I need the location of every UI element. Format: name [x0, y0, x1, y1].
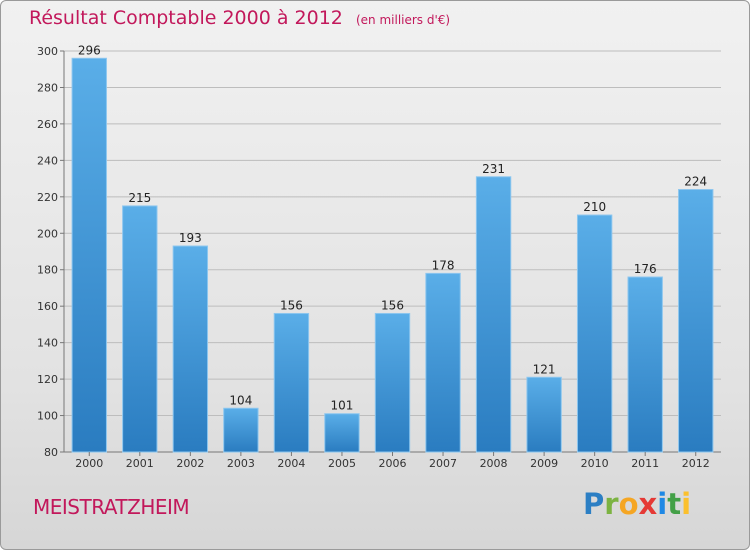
y-tick-label: 220: [37, 191, 58, 204]
x-tick-label: 2000: [75, 457, 103, 470]
bar: [475, 176, 512, 453]
x-tick-label: 2009: [530, 457, 558, 470]
logo-letter: o: [618, 487, 639, 521]
proxiti-logo: Proxiti: [583, 487, 691, 521]
bar: [324, 413, 360, 453]
data-label: 101: [331, 399, 354, 413]
chart-title: Résultat Comptable 2000 à 2012 (en milli…: [29, 7, 450, 29]
logo-letter: x: [638, 487, 658, 521]
data-label: 296: [78, 43, 101, 57]
data-label: 178: [432, 258, 455, 272]
y-tick-label: 120: [37, 373, 58, 386]
bar: [374, 312, 411, 453]
y-tick-label: 80: [44, 446, 58, 459]
data-label: 210: [583, 200, 606, 214]
y-tick-label: 260: [37, 118, 58, 131]
data-label: 215: [128, 191, 151, 205]
bar: [576, 214, 613, 453]
logo-letter: r: [604, 487, 619, 521]
x-tick-label: 2002: [176, 457, 204, 470]
bar: [273, 312, 310, 453]
x-tick-label: 2012: [682, 457, 710, 470]
x-tick-label: 2004: [277, 457, 305, 470]
bar: [223, 407, 259, 453]
data-label: 231: [482, 162, 505, 176]
bar: [526, 376, 562, 453]
logo-letter: t: [667, 487, 682, 521]
x-tick-label: 2005: [328, 457, 356, 470]
x-tick-label: 2003: [227, 457, 255, 470]
y-tick-label: 300: [37, 45, 58, 58]
bar: [71, 57, 107, 453]
y-tick-label: 180: [37, 264, 58, 277]
data-label: 193: [179, 231, 202, 245]
chart-title-text: Résultat Comptable 2000 à 2012: [29, 7, 343, 29]
x-tick-label: 2008: [480, 457, 508, 470]
bar: [122, 205, 158, 453]
y-tick-label: 140: [37, 337, 58, 350]
bar: [678, 189, 714, 453]
data-label: 156: [381, 298, 404, 312]
data-label: 224: [684, 175, 707, 189]
y-tick-label: 200: [37, 227, 58, 240]
data-label: 104: [229, 393, 252, 407]
logo-letter: i: [681, 487, 692, 521]
x-tick-label: 2011: [631, 457, 659, 470]
y-tick-label: 100: [37, 410, 58, 423]
y-tick-label: 240: [37, 154, 58, 167]
bar: [425, 272, 461, 453]
data-label: 156: [280, 298, 303, 312]
bar: [627, 276, 663, 453]
x-tick-label: 2001: [126, 457, 154, 470]
x-tick-label: 2007: [429, 457, 457, 470]
data-label: 176: [634, 262, 657, 276]
chart-unit-text: (en milliers d'€): [355, 13, 451, 27]
x-tick-label: 2010: [581, 457, 609, 470]
x-tick-label: 2006: [379, 457, 407, 470]
bar: [172, 245, 209, 453]
y-tick-label: 160: [37, 300, 58, 313]
data-label: 121: [533, 362, 556, 376]
y-tick-label: 280: [37, 81, 58, 94]
logo-letter: P: [583, 487, 605, 521]
city-name: MEISTRATZHEIM: [33, 495, 190, 519]
logo-letter: i: [657, 487, 668, 521]
